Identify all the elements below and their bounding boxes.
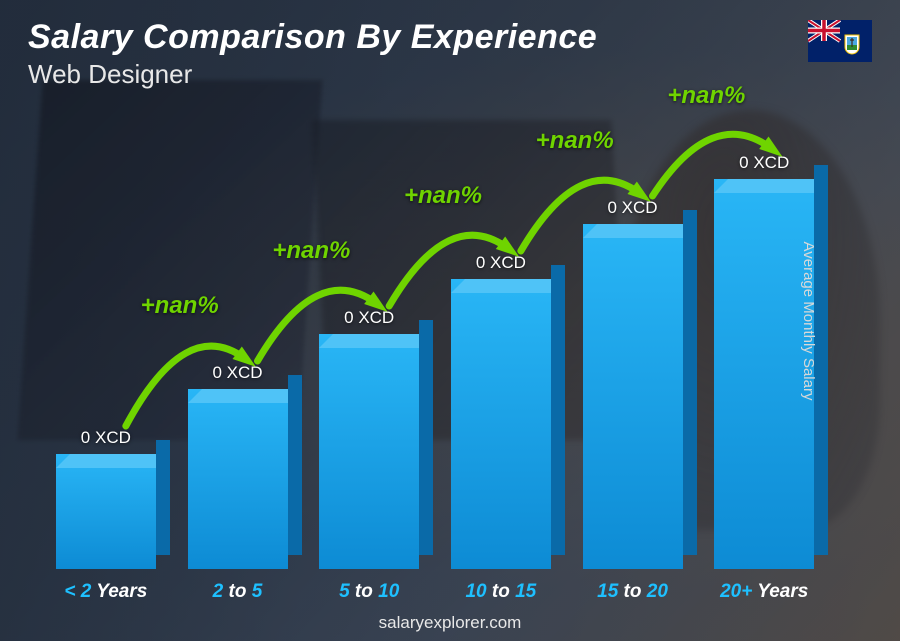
y-axis-label: Average Monthly Salary [800,241,817,400]
bar-value-label: 0 XCD [344,308,394,328]
bar-group: 0 XCD [573,198,693,569]
bar [451,279,551,569]
bar [583,224,683,569]
x-axis-labels: < 2 Years 2 to 5 5 to 10 10 to 15 15 to 20 20… [40,581,830,603]
bar-group: 0 XCD [309,308,429,569]
bar-value-label: 0 XCD [81,428,131,448]
x-axis-label: 5 to 10 [309,581,429,603]
bar-value-label: 0 XCD [607,198,657,218]
bar [56,454,156,569]
x-axis-label: 20+ Years [704,581,824,603]
page-subtitle: Web Designer [28,59,872,90]
bar-value-label: 0 XCD [739,153,789,173]
bar [188,389,288,569]
x-axis-label: 2 to 5 [178,581,298,603]
bar-group: 0 XCD [441,253,561,569]
bar-value-label: 0 XCD [212,363,262,383]
country-flag-icon [808,20,872,62]
bar-value-label: 0 XCD [476,253,526,273]
x-axis-label: 15 to 20 [573,581,693,603]
page-title: Salary Comparison By Experience [28,18,872,57]
bar-group: 0 XCD [178,363,298,569]
header: Salary Comparison By Experience Web Desi… [28,18,872,90]
bar-chart: 0 XCD 0 XCD 0 XCD 0 XCD 0 XCD 0 XCD [40,129,830,569]
footer-credit: salaryexplorer.com [0,613,900,633]
x-axis-label: < 2 Years [46,581,166,603]
bar [319,334,419,569]
x-axis-label: 10 to 15 [441,581,561,603]
bar-group: 0 XCD [46,428,166,569]
